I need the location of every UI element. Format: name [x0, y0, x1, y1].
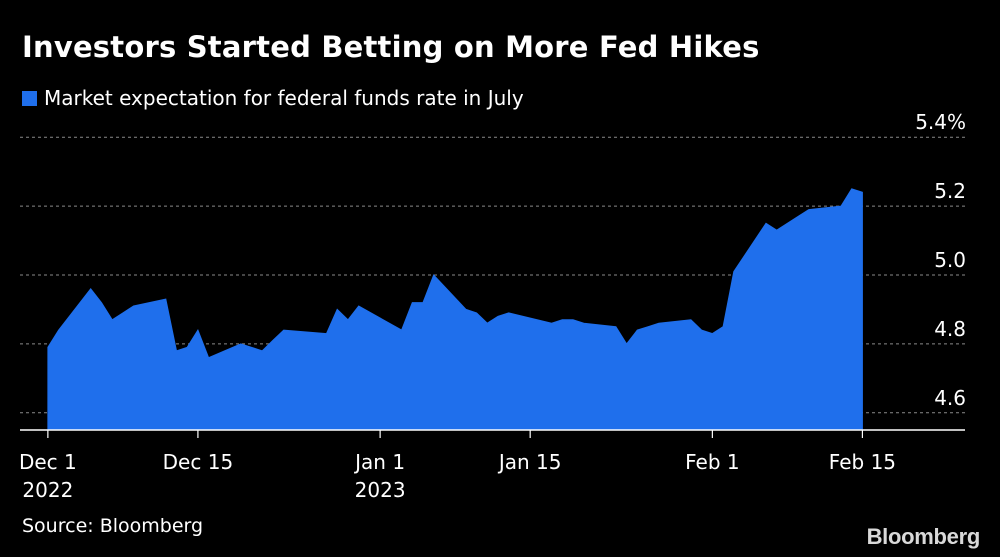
area-series: [47, 188, 863, 431]
y-tick-label: 4.8: [934, 317, 966, 341]
x-tick-label: Feb 1: [685, 450, 740, 474]
y-tick-label: 4.6: [934, 386, 966, 410]
x-tick-label: Dec 15: [163, 450, 234, 474]
y-axis: 4.6 4.8 5.0 5.2 5.4%: [915, 110, 966, 410]
y-tick-label: 5.4%: [915, 110, 966, 134]
x-tick-sublabel: 2023: [355, 478, 406, 502]
source-note: Source: Bloomberg: [22, 515, 204, 537]
area-fill: [47, 188, 863, 431]
x-tick-label: Jan 15: [497, 450, 562, 474]
bloomberg-logo: Bloomberg: [866, 524, 981, 549]
legend-swatch: [22, 90, 37, 106]
x-tick-label: Jan 1: [353, 450, 405, 474]
chart-title: Investors Started Betting on More Fed Hi…: [22, 30, 760, 64]
x-tick-label: Dec 1: [19, 450, 77, 474]
x-axis: Dec 1 2022 Dec 15 Jan 1 2023 Jan 15 Feb 1 Feb 1…: [19, 429, 965, 502]
x-tick-sublabel: 2022: [22, 478, 73, 502]
y-tick-label: 5.0: [934, 248, 966, 272]
x-tick-label: Feb 15: [829, 450, 896, 474]
y-tick-label: 5.2: [934, 179, 966, 203]
legend: Market expectation for federal funds rat…: [22, 86, 524, 110]
legend-label: Market expectation for federal funds rat…: [44, 86, 524, 110]
